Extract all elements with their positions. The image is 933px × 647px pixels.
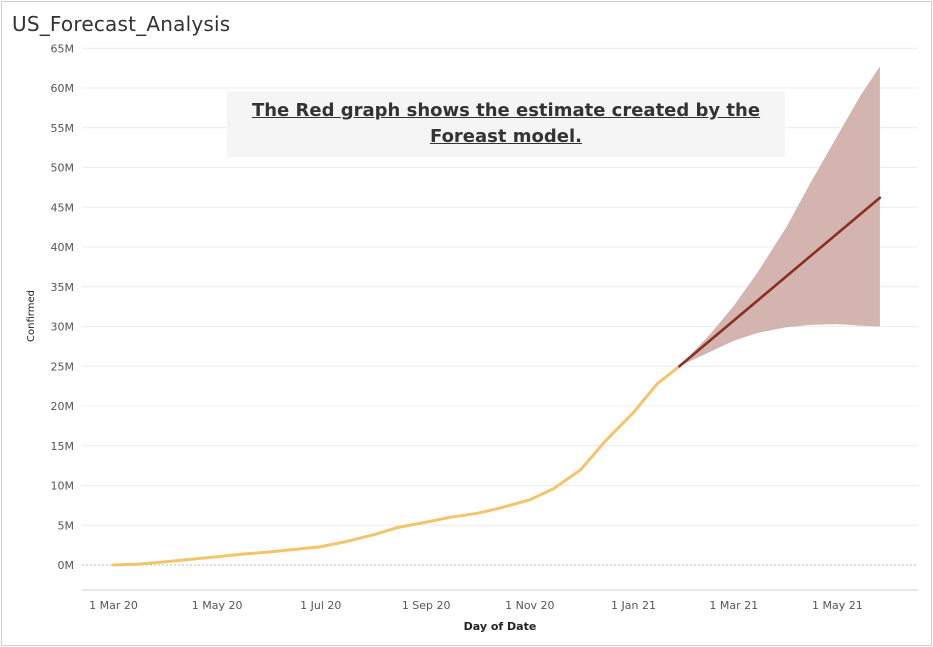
- y-tick-label: 10M: [51, 480, 75, 493]
- y-tick-label: 30M: [51, 321, 75, 334]
- x-tick-label: 1 Jul 20: [300, 599, 341, 612]
- x-tick-label: 1 Jan 21: [611, 599, 656, 612]
- annotation-text: The Red graph shows the estimate created…: [227, 98, 785, 150]
- x-axis-ticks: 1 Mar 20 1 May 20 1 Jul 20 1 Sep 20 1 Nov 20…: [89, 599, 863, 612]
- y-tick-label: 65M: [51, 42, 75, 55]
- x-tick-label: 1 Sep 20: [402, 599, 451, 612]
- x-axis-label: Day of Date: [464, 620, 537, 633]
- x-tick-label: 1 Nov 20: [505, 599, 554, 612]
- forecast-confidence-band: [679, 66, 880, 367]
- series-lines-layer: [112, 196, 882, 567]
- y-tick-label: 20M: [51, 400, 75, 413]
- y-axis-label: Confirmed: [26, 290, 37, 342]
- y-tick-label: 35M: [51, 281, 75, 294]
- chart-title: US_Forecast_Analysis: [12, 12, 231, 36]
- y-tick-label: 5M: [58, 519, 75, 532]
- y-axis-ticks: 65M 60M 55M 50M 45M 40M 35M 30M 25M 20M 15M 10M 5M 0M: [51, 42, 75, 572]
- y-tick-label: 40M: [51, 241, 75, 254]
- x-tick-label: 1 May 20: [192, 599, 243, 612]
- y-tick-label: 50M: [51, 162, 75, 175]
- x-tick-label: 1 Mar 21: [709, 599, 758, 612]
- annotation-line-1: The Red graph shows the estimate created…: [251, 100, 761, 121]
- x-tick-label: 1 May 21: [812, 599, 863, 612]
- y-tick-label: 15M: [51, 440, 75, 453]
- actual-series-line: [112, 364, 681, 567]
- annotation-line-2: Foreast model.: [430, 126, 582, 147]
- forecast-series-line: [678, 196, 882, 368]
- y-tick-label: 60M: [51, 82, 75, 95]
- y-tick-label: 0M: [58, 559, 75, 572]
- confidence-band-layer: [679, 66, 880, 367]
- y-tick-label: 55M: [51, 122, 75, 135]
- y-tick-label: 25M: [51, 360, 75, 373]
- y-tick-label: 45M: [51, 201, 75, 214]
- x-tick-label: 1 Mar 20: [89, 599, 138, 612]
- annotation-box: [227, 91, 785, 157]
